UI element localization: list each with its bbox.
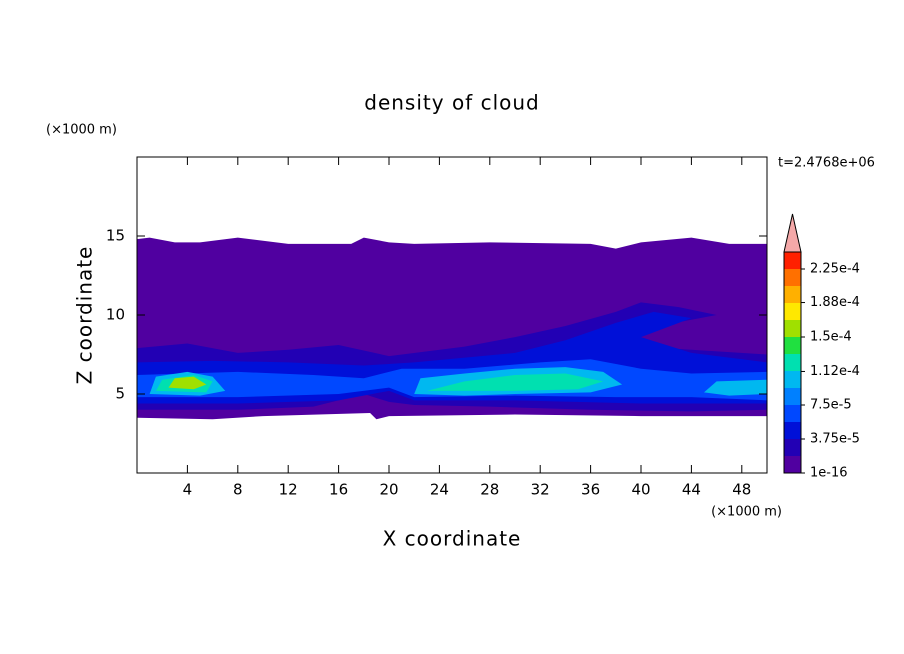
colorbar-tick-label: 2.25e-4 [810,262,860,277]
y-tick-label: 15 [106,227,125,245]
colorbar-tick-label: 1.5e-4 [810,330,852,345]
colorbar-band [784,252,801,269]
y-axis-label: Z coordinate [73,246,97,385]
x-tick-label: 36 [581,481,600,499]
x-tick-label: 28 [480,481,499,499]
colorbar-band [784,388,801,405]
chart-title: density of cloud [364,91,539,115]
colorbar-tick-label: 7.5e-5 [810,398,852,413]
contour-region [704,379,767,396]
x-tick-label: 16 [329,481,348,499]
contour-field [137,237,767,420]
colorbar-tick-label: 1.88e-4 [810,295,860,310]
colorbar-band [784,422,801,439]
x-tick-label: 40 [631,481,650,499]
colorbar-band [784,405,801,422]
y-tick-label: 5 [115,385,125,403]
x-axis-label: X coordinate [383,527,522,551]
colorbar-tick-label: 3.75e-5 [810,432,860,447]
x-tick-label: 32 [531,481,550,499]
colorbar-band [784,439,801,456]
y-tick-label: 10 [106,306,125,324]
colorbar-band [784,337,801,354]
colorbar-band [784,354,801,371]
x-tick-label: 12 [279,481,298,499]
x-tick-label: 24 [430,481,449,499]
colorbar-band [784,303,801,320]
x-tick-label: 8 [233,481,243,499]
colorbar-band [784,456,801,473]
time-label: t=2.4768e+06 [778,156,875,171]
contour-region [426,373,604,391]
x-tick-label: 20 [379,481,398,499]
colorbar-tick-label: 1e-16 [810,466,848,481]
x-tick-label: 44 [682,481,701,499]
x-unit: (×1000 m) [711,505,782,520]
colorbar-frame [783,251,802,474]
colorbar-tick-label: 1.12e-4 [810,364,860,379]
x-tick-label: 48 [732,481,751,499]
y-unit: (×1000 m) [46,123,117,138]
x-tick-label: 4 [183,481,193,499]
colorbar-band [784,269,801,286]
contour-region [168,376,207,390]
colorbar-band [784,286,801,303]
colorbar-band [784,320,801,337]
colorbar-band [784,371,801,388]
